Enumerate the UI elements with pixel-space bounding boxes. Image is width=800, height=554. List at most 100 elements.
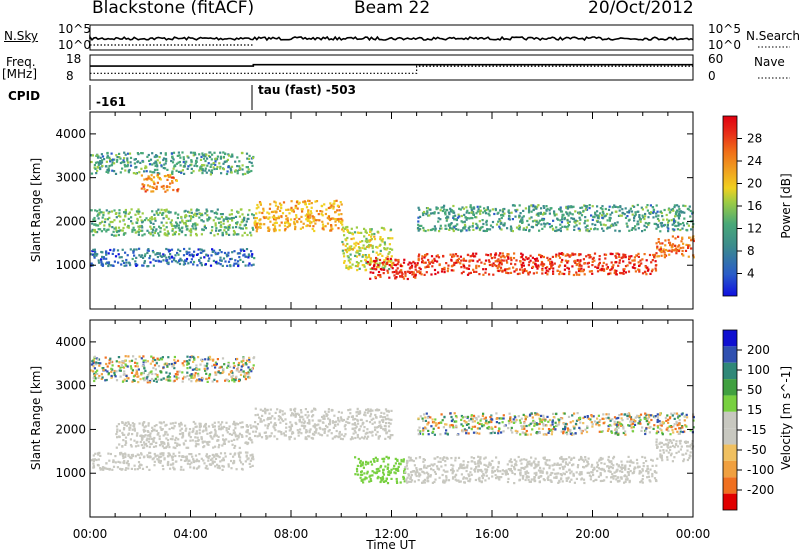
echo-cell — [225, 226, 228, 229]
echo-cell — [100, 373, 103, 376]
echo-cell — [436, 254, 439, 257]
echo-cell — [194, 153, 197, 156]
echo-cell — [614, 205, 617, 208]
echo-cell — [155, 424, 158, 427]
echo-cell — [391, 237, 394, 240]
echo-cell — [188, 434, 191, 437]
echo-cell — [498, 261, 502, 264]
echo-cell — [481, 219, 484, 222]
echo-cell — [510, 229, 513, 232]
echo-cell — [261, 211, 264, 215]
echo-cell — [531, 226, 534, 229]
echo-cell — [214, 253, 217, 256]
echo-cell — [144, 378, 147, 381]
echo-cell — [503, 224, 506, 227]
echo-cell — [123, 373, 126, 376]
echo-cell — [212, 259, 215, 262]
echo-cell — [123, 378, 126, 381]
echo-cell — [634, 211, 637, 214]
echo-cell — [661, 250, 664, 253]
echo-cell — [283, 412, 286, 415]
echo-cell — [356, 436, 359, 439]
echo-cell — [308, 420, 311, 423]
echo-cell — [310, 212, 313, 215]
echo-cell — [511, 218, 514, 221]
echo-cell — [403, 468, 406, 471]
echo-cell — [379, 477, 382, 480]
echo-cell — [595, 214, 598, 217]
echo-cell — [228, 233, 231, 236]
echo-cell — [96, 358, 99, 361]
echo-cell — [552, 267, 555, 270]
echo-cell — [186, 361, 189, 364]
echo-cell — [185, 360, 188, 363]
echo-cell — [182, 364, 185, 367]
echo-cell — [195, 253, 199, 256]
echo-cell — [345, 420, 348, 423]
echo-cell — [641, 208, 644, 211]
echo-cell — [110, 163, 114, 166]
echo-cell — [369, 257, 372, 260]
echo-cell — [655, 222, 658, 226]
echo-cell — [197, 356, 200, 359]
echo-cell — [173, 224, 176, 227]
echo-cell — [667, 230, 670, 233]
echo-cell — [279, 209, 282, 212]
echo-cell — [251, 455, 255, 458]
echo-cell — [95, 254, 98, 257]
echo-cell — [418, 208, 421, 211]
echo-cell — [249, 454, 252, 457]
echo-cell — [126, 254, 129, 257]
echo-cell — [102, 214, 105, 217]
echo-cell — [678, 248, 681, 251]
echo-cell — [599, 207, 602, 210]
echo-cell — [480, 261, 483, 264]
echo-cell — [138, 254, 141, 257]
echo-cell — [120, 256, 123, 259]
echo-cell — [119, 171, 122, 174]
echo-cell — [388, 429, 391, 432]
echo-cell — [465, 218, 468, 221]
echo-cell — [328, 418, 331, 421]
echo-cell — [288, 438, 291, 441]
y-tick-label: 4000 — [55, 127, 86, 141]
echo-cell — [107, 372, 110, 375]
echo-cell — [391, 271, 394, 274]
echo-cell — [184, 223, 187, 226]
echo-cell — [108, 156, 111, 159]
echo-cell — [162, 259, 165, 262]
echo-cell — [128, 360, 131, 363]
echo-cell — [291, 412, 294, 415]
echo-cell — [325, 413, 328, 416]
echo-cell — [431, 265, 434, 268]
echo-cell — [597, 264, 600, 267]
echo-cell — [399, 463, 402, 466]
echo-cell — [167, 356, 170, 359]
echo-cell — [232, 264, 235, 267]
echo-cell — [348, 231, 351, 234]
echo-cell — [143, 376, 146, 379]
echo-cell — [537, 222, 540, 225]
echo-cell — [209, 165, 212, 168]
echo-cell — [376, 262, 379, 265]
echo-cell — [238, 454, 241, 457]
echo-cell — [612, 477, 615, 480]
echo-cell — [165, 378, 168, 381]
echo-cell — [185, 160, 188, 163]
echo-cell — [171, 233, 175, 236]
echo-cell — [361, 473, 364, 476]
echo-cell — [143, 219, 147, 222]
echo-cell — [162, 211, 165, 215]
echo-cell — [614, 261, 618, 264]
echo-cell — [173, 367, 176, 370]
echo-cell — [640, 262, 643, 265]
echo-cell — [424, 254, 427, 257]
echo-cell — [141, 229, 144, 232]
echo-cell — [393, 471, 396, 474]
echo-cell — [308, 220, 311, 223]
echo-cell — [136, 152, 139, 155]
echo-cell — [162, 452, 165, 455]
echo-cell — [601, 227, 604, 230]
echo-cell — [633, 216, 636, 219]
echo-cell — [104, 379, 107, 382]
